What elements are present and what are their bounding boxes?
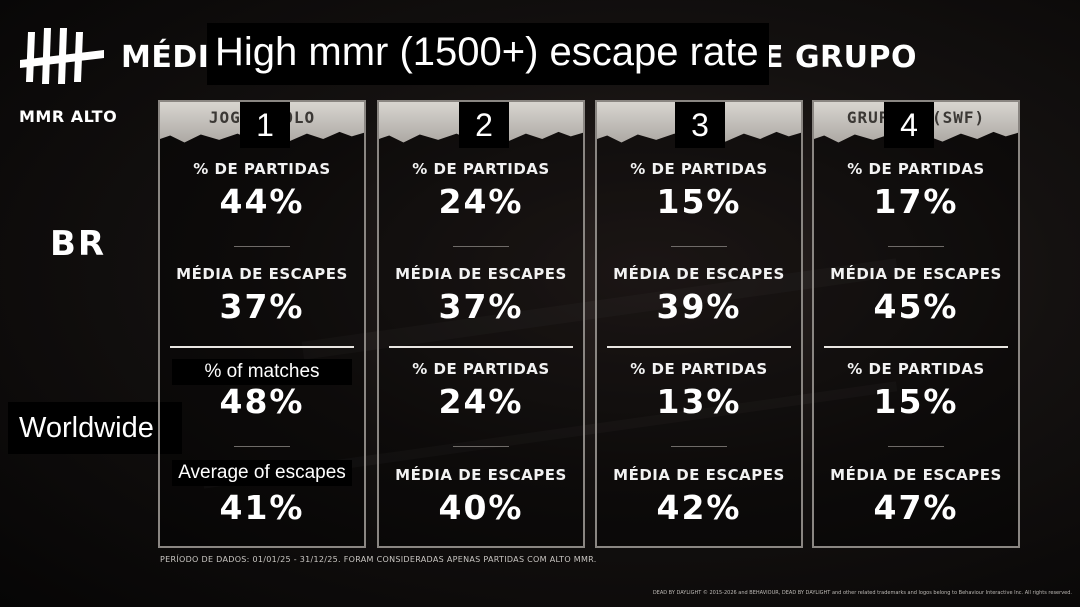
region-br-label: BR [50,224,107,264]
region-divider [607,346,791,348]
world-matches-stat: % DE PARTIDAS 13% [597,360,801,421]
stat-value: 44% [219,182,305,221]
divider [234,446,290,447]
world-matches-stat: % DE PARTIDAS 24% [379,360,583,421]
stat-value: 48% [219,382,305,421]
stat-label: % DE PARTIDAS [847,160,985,178]
stat-value: 40% [438,488,524,527]
stat-value: 41% [219,488,305,527]
stat-value: 17% [873,182,959,221]
dead-by-daylight-logo-icon [20,28,104,84]
divider [671,446,727,447]
world-escapes-stat: X 41% [160,466,364,527]
stat-label: MÉDIA DE ESCAPES [613,466,785,484]
divider [888,246,944,247]
page-title-prefix: MÉDI [121,40,210,75]
card-duo: D A 2 % DE PARTIDAS 24% MÉDIA DE ESCAPES… [377,100,585,548]
world-escapes-stat: MÉDIA DE ESCAPES 40% [379,466,583,527]
stat-value: 37% [438,287,524,326]
stat-value: 15% [873,382,959,421]
br-matches-stat: % DE PARTIDAS 15% [597,160,801,221]
divider [234,246,290,247]
card-number-badge: 3 [675,102,725,148]
stat-value: 45% [873,287,959,326]
stat-label: % DE PARTIDAS [412,160,550,178]
stat-value: 15% [656,182,742,221]
world-escapes-label: Average of escapes [172,460,352,486]
stat-value: 47% [873,488,959,527]
stat-label: MÉDIA DE ESCAPES [395,265,567,283]
br-escapes-stat: MÉDIA DE ESCAPES 45% [814,265,1018,326]
page-title-overlay: High mmr (1500+) escape rate [207,23,769,85]
stat-label: MÉDIA DE ESCAPES [830,265,1002,283]
card-number-badge: 4 [884,102,934,148]
data-period-footnote: PERÍODO DE DADOS: 01/01/25 - 31/12/25. F… [160,555,597,564]
stat-label: MÉDIA DE ESCAPES [613,265,785,283]
region-divider [389,346,573,348]
world-escapes-stat: MÉDIA DE ESCAPES 47% [814,466,1018,527]
card-trio: 3 % DE PARTIDAS 15% MÉDIA DE ESCAPES 39%… [595,100,803,548]
world-matches-label: % of matches [172,359,352,385]
stat-label: MÉDIA DE ESCAPES [176,265,348,283]
world-matches-stat: X 48% [160,360,364,421]
stat-label: % DE PARTIDAS [630,360,768,378]
legal-notice: DEAD BY DAYLIGHT © 2015-2026 and BEHAVIO… [652,590,1072,596]
stat-label: % DE PARTIDAS [630,160,768,178]
stat-label: % DE PARTIDAS [412,360,550,378]
stat-value: 13% [656,382,742,421]
card-solo: JOGAD SOLO 1 % DE PARTIDAS 44% MÉDIA DE … [158,100,366,548]
br-escapes-stat: MÉDIA DE ESCAPES 37% [160,265,364,326]
region-worldwide-label: Worldwide [8,402,182,454]
region-divider [170,346,354,348]
divider [671,246,727,247]
br-matches-stat: % DE PARTIDAS 17% [814,160,1018,221]
stat-label: % DE PARTIDAS [193,160,331,178]
stat-label: MÉDIA DE ESCAPES [830,466,1002,484]
stat-value: 24% [438,182,524,221]
divider [453,446,509,447]
stat-value: 42% [656,488,742,527]
world-escapes-stat: MÉDIA DE ESCAPES 42% [597,466,801,527]
divider [888,446,944,447]
br-matches-stat: % DE PARTIDAS 24% [379,160,583,221]
region-divider [824,346,1008,348]
card-number-badge: 2 [459,102,509,148]
divider [453,246,509,247]
card-number-badge: 1 [240,102,290,148]
mmr-label: MMR ALTO [19,107,118,126]
stat-value: 39% [656,287,742,326]
card-swf: GRUPO O (SWF) 4 % DE PARTIDAS 17% MÉDIA … [812,100,1020,548]
page-title-suffix: E GRUPO [763,40,918,75]
stat-value: 24% [438,382,524,421]
br-escapes-stat: MÉDIA DE ESCAPES 37% [379,265,583,326]
br-escapes-stat: MÉDIA DE ESCAPES 39% [597,265,801,326]
stat-value: 37% [219,287,305,326]
stat-label: % DE PARTIDAS [847,360,985,378]
world-matches-stat: % DE PARTIDAS 15% [814,360,1018,421]
br-matches-stat: % DE PARTIDAS 44% [160,160,364,221]
stat-label: MÉDIA DE ESCAPES [395,466,567,484]
